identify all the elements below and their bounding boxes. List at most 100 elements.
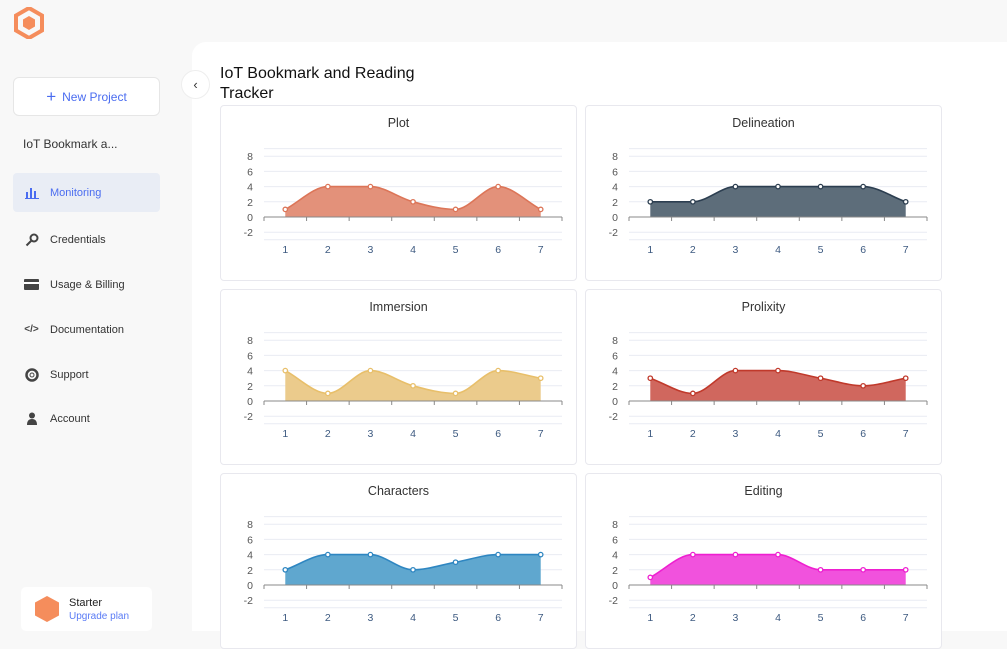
x-tick-label: 3 (733, 428, 739, 440)
data-point[interactable] (817, 566, 824, 573)
x-tick-label: 2 (325, 244, 331, 256)
x-tick-label: 1 (282, 428, 288, 440)
data-point[interactable] (410, 198, 416, 205)
chart-svg: -2 0 2 4 6 8 1 2 3 4 5 6 7 (609, 148, 928, 256)
x-tick-label: 7 (903, 428, 909, 440)
data-point[interactable] (647, 574, 654, 581)
y-tick-label: -2 (244, 411, 253, 423)
data-point[interactable] (537, 206, 544, 213)
data-point[interactable] (775, 367, 781, 374)
data-point[interactable] (410, 566, 416, 573)
data-point[interactable] (902, 375, 909, 382)
y-tick-label: 0 (247, 580, 253, 592)
x-tick-label: 1 (647, 244, 653, 256)
plan-card: Starter Upgrade plan (21, 587, 152, 631)
key-icon (23, 233, 40, 247)
credit-card-icon (23, 278, 40, 292)
y-tick-label: 2 (247, 565, 253, 577)
data-point[interactable] (282, 566, 289, 573)
logo-icon[interactable] (14, 7, 44, 39)
data-point[interactable] (690, 390, 696, 397)
data-point[interactable] (367, 183, 374, 190)
data-point[interactable] (690, 551, 696, 558)
x-tick-label: 7 (538, 428, 544, 440)
x-tick-label: 4 (410, 612, 416, 624)
y-tick-label: 6 (612, 166, 618, 178)
data-point[interactable] (775, 183, 781, 190)
data-point[interactable] (367, 551, 374, 558)
sidebar-item-support[interactable]: Support (13, 355, 160, 394)
data-point[interactable] (495, 183, 501, 190)
data-point[interactable] (282, 206, 289, 213)
y-tick-label: 0 (247, 212, 253, 224)
x-tick-label: 2 (690, 428, 696, 440)
data-point[interactable] (817, 375, 824, 382)
y-tick-label: 8 (247, 335, 253, 347)
data-point[interactable] (537, 551, 544, 558)
y-tick-label: 6 (247, 350, 253, 362)
y-tick-label: 2 (612, 381, 618, 393)
x-tick-label: 7 (538, 612, 544, 624)
x-tick-label: 7 (538, 244, 544, 256)
chart-card-editing: Editing -2 0 2 4 6 8 1 2 3 4 5 6 7 (585, 473, 942, 649)
data-point[interactable] (495, 367, 501, 374)
x-tick-label: 5 (818, 244, 824, 256)
x-tick-label: 5 (453, 244, 459, 256)
data-point[interactable] (325, 390, 331, 397)
collapse-sidebar-button[interactable]: ‹ (181, 70, 210, 99)
y-tick-label: 6 (612, 350, 618, 362)
upgrade-plan-link[interactable]: Upgrade plan (69, 610, 130, 622)
data-point[interactable] (325, 183, 331, 190)
chart-title: Immersion (369, 300, 428, 314)
x-tick-label: 1 (647, 428, 653, 440)
x-tick-label: 2 (690, 244, 696, 256)
code-icon: </> (24, 324, 39, 335)
data-point[interactable] (732, 183, 739, 190)
chart-card-delineation: Delineation -2 0 2 4 6 8 1 2 3 4 5 6 7 (585, 105, 942, 281)
x-tick-label: 2 (325, 612, 331, 624)
data-point[interactable] (367, 367, 374, 374)
y-tick-label: 8 (612, 519, 618, 531)
data-point[interactable] (452, 206, 459, 213)
data-point[interactable] (537, 375, 544, 382)
data-point[interactable] (902, 198, 909, 205)
data-point[interactable] (282, 367, 289, 374)
x-tick-label: 2 (690, 612, 696, 624)
data-point[interactable] (452, 559, 459, 566)
project-name[interactable]: IoT Bookmark a... (23, 137, 118, 151)
x-tick-label: 5 (453, 612, 459, 624)
sidebar-item-label: Monitoring (50, 186, 102, 199)
x-tick-label: 7 (903, 244, 909, 256)
data-point[interactable] (647, 375, 654, 382)
data-point[interactable] (452, 390, 459, 397)
y-tick-label: 4 (247, 366, 253, 378)
sidebar-item-monitoring[interactable]: Monitoring (13, 173, 160, 212)
data-point[interactable] (775, 551, 781, 558)
chart-title: Delineation (732, 116, 795, 130)
data-point[interactable] (860, 382, 866, 389)
sidebar-item-usage-billing[interactable]: Usage & Billing (13, 265, 160, 304)
data-point[interactable] (860, 566, 866, 573)
data-point[interactable] (495, 551, 501, 558)
data-point[interactable] (732, 367, 739, 374)
data-point[interactable] (902, 566, 909, 573)
data-point[interactable] (325, 551, 331, 558)
y-tick-label: 2 (612, 565, 618, 577)
data-point[interactable] (817, 183, 824, 190)
x-tick-label: 3 (368, 428, 374, 440)
y-tick-label: -2 (609, 411, 618, 423)
sidebar-item-account[interactable]: Account (13, 399, 160, 438)
chart-svg: -2 0 2 4 6 8 1 2 3 4 5 6 7 (244, 516, 563, 624)
new-project-button[interactable]: + New Project (13, 77, 160, 116)
chart-title: Editing (744, 484, 783, 498)
data-point[interactable] (690, 198, 696, 205)
data-point[interactable] (647, 198, 654, 205)
x-tick-label: 4 (775, 428, 781, 440)
data-point[interactable] (860, 183, 866, 190)
y-tick-label: 0 (612, 212, 618, 224)
data-point[interactable] (410, 382, 416, 389)
data-point[interactable] (732, 551, 739, 558)
plus-icon: + (46, 87, 57, 106)
sidebar-item-documentation[interactable]: </> Documentation (13, 310, 160, 349)
sidebar-item-credentials[interactable]: Credentials (13, 220, 160, 259)
